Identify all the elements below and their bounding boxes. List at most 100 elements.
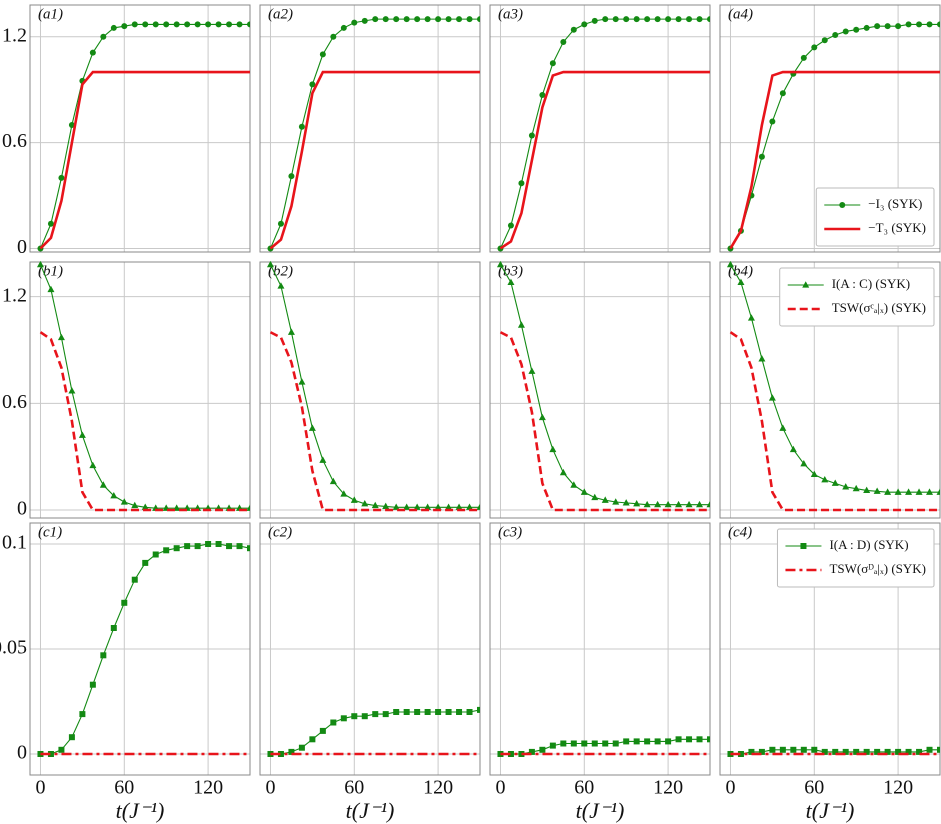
marker [560, 740, 567, 747]
marker [466, 709, 473, 715]
legend-label: TSW(σᴰₐ|ₓ) (SYK) [829, 561, 926, 576]
marker [926, 746, 933, 753]
marker [340, 490, 348, 497]
panel-label: (a2) [268, 6, 293, 22]
panel-label: (a4) [728, 6, 753, 22]
legend-box [779, 267, 935, 327]
marker [528, 132, 535, 139]
marker [247, 545, 250, 552]
marker [675, 736, 682, 743]
x-tick-label: 60 [344, 777, 364, 799]
marker [884, 748, 891, 755]
marker [309, 81, 316, 88]
marker [800, 746, 807, 753]
plot-frame [29, 4, 251, 253]
plot-frame [719, 522, 941, 776]
x-axis-label: t(J⁻¹) [116, 798, 165, 823]
marker [68, 121, 75, 128]
panel-label: (a1) [38, 6, 63, 22]
series-line [269, 264, 480, 508]
y-tick-label: 0.05 [0, 637, 27, 659]
marker [298, 744, 305, 751]
marker [340, 24, 347, 31]
plot-frame [29, 522, 251, 776]
marker [591, 17, 598, 24]
marker [811, 44, 818, 51]
marker [131, 501, 139, 509]
series-line [499, 331, 710, 512]
marker [800, 543, 807, 549]
legend-label: −I₃ (SYK) [868, 196, 922, 211]
x-tick-label: 0 [725, 777, 735, 799]
marker [643, 500, 651, 508]
marker [831, 479, 839, 486]
marker [100, 33, 107, 40]
marker [926, 488, 934, 495]
marker [559, 468, 567, 476]
y-tick-label: 1.2 [2, 284, 27, 306]
marker [351, 19, 358, 26]
marker [863, 748, 870, 755]
marker [131, 576, 138, 583]
marker [665, 16, 672, 23]
marker [528, 367, 536, 374]
marker [560, 39, 567, 46]
marker [36, 260, 44, 268]
marker [236, 543, 243, 550]
marker [863, 24, 870, 31]
series-line [39, 331, 250, 512]
x-tick-label: 60 [574, 777, 594, 799]
marker [403, 16, 410, 23]
marker [131, 21, 138, 28]
marker [298, 123, 305, 130]
marker [372, 711, 379, 718]
marker [288, 748, 295, 755]
marker [142, 21, 149, 28]
marker [644, 16, 651, 23]
marker [874, 748, 881, 755]
marker [633, 738, 640, 745]
marker [226, 21, 233, 28]
marker [758, 153, 765, 160]
legend-item: TSW(σᴰₐ|ₓ) (SYK) [785, 561, 926, 576]
marker [466, 503, 474, 510]
marker [863, 486, 871, 494]
marker [100, 652, 107, 659]
marker [319, 456, 327, 463]
marker [873, 487, 881, 494]
legend: I(A : C) (SYK) TSW(σᶜₐ|ₓ) (SYK) [779, 267, 935, 327]
marker [110, 24, 117, 31]
marker [424, 16, 431, 23]
legend-item: I(A : C) (SYK) [787, 276, 910, 291]
marker [737, 751, 744, 757]
marker [654, 16, 661, 23]
x-tick-label: 0 [265, 777, 275, 799]
marker [466, 16, 473, 23]
marker [937, 746, 940, 753]
marker [78, 431, 86, 438]
marker [580, 488, 588, 495]
marker [424, 709, 431, 715]
marker [539, 746, 546, 753]
marker [581, 21, 588, 28]
marker [205, 21, 212, 28]
panel-label: (b4) [728, 263, 753, 279]
marker [277, 751, 284, 757]
plot-area [267, 16, 480, 252]
marker [779, 90, 786, 97]
marker [549, 445, 557, 453]
plot-area [36, 260, 250, 512]
plot-area [267, 706, 480, 757]
marker [330, 33, 337, 40]
marker [706, 500, 710, 508]
x-tick-label: 60 [804, 777, 824, 799]
marker [194, 21, 201, 28]
marker [622, 499, 630, 506]
marker [853, 26, 860, 33]
marker [874, 23, 881, 30]
series-line [269, 331, 480, 512]
legend-box [815, 187, 935, 247]
marker [821, 37, 828, 44]
marker [591, 740, 598, 747]
marker [570, 481, 578, 488]
